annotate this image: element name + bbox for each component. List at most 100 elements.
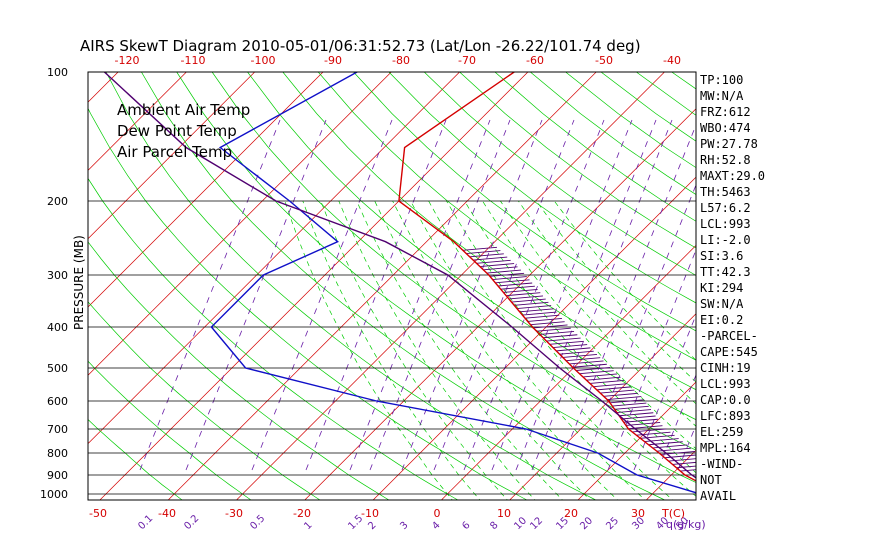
mixing-ratio-tick-label: 0.2 [182, 513, 201, 532]
mixing-ratio-line [581, 183, 696, 471]
chart-title: AIRS SkewT Diagram 2010-05-01/06:31:52.7… [80, 37, 641, 55]
bottom-temp-tick-label: -10 [361, 507, 379, 520]
mixing-ratio-line [463, 119, 605, 471]
top-temperature-ticks: -120 -110 -100 -90 -80 -70 -60 -50 -40 [115, 54, 681, 67]
cape-hatch-line [612, 402, 647, 407]
dry-adiabat-line [778, 72, 870, 503]
mixing-ratio-unit: q(g/kg) [666, 518, 706, 531]
cape-hatch-line [569, 360, 604, 365]
isotherm-line [88, 72, 392, 376]
cape-hatch-line [596, 386, 631, 391]
cape-hatch-line [621, 415, 656, 420]
cape-hatch-line [556, 347, 591, 352]
mixing-ratio-tick-label: 8 [488, 520, 500, 532]
stability-index-item: LFC:893 [700, 409, 751, 423]
isotherm-line [0, 72, 50, 500]
dry-adiabat-line [848, 72, 870, 503]
stability-index-item: LCL:993 [700, 217, 751, 231]
pressure-tick-label: 100 [47, 66, 68, 79]
moist-adiabat-grid [284, 200, 696, 500]
stability-index-item: PW:27.78 [700, 137, 758, 151]
cape-hatch-line [609, 399, 645, 404]
stability-index-item: MPL:164 [700, 441, 751, 455]
cape-hatch-line [607, 396, 642, 401]
dry-adiabat-line [88, 241, 390, 500]
moist-adiabat-line [500, 200, 696, 427]
series-line-air-parcel-temp [103, 72, 696, 479]
mixing-ratio-tick-label: 0.5 [248, 513, 267, 532]
cape-hatch-line [539, 331, 575, 335]
cape-hatch-line [623, 418, 658, 423]
stability-index-item: -WIND- [700, 457, 743, 471]
stability-index-item: MAXT:29.0 [700, 169, 765, 183]
cape-hatch-line [533, 324, 568, 329]
top-temp-tick-label: -60 [526, 54, 544, 67]
profile-series [103, 72, 696, 494]
mixing-ratio-tick-label: 1 [302, 520, 314, 532]
dry-adiabat-line [282, 72, 696, 391]
series-line-dew-point-temp [210, 72, 696, 494]
top-temp-tick-label: -70 [458, 54, 476, 67]
isotherm-line [646, 449, 696, 500]
mixing-ratio-line [401, 119, 543, 471]
cape-hatch-line [589, 379, 625, 384]
stability-index-item: MW:N/A [700, 89, 744, 103]
isotherm-line [88, 72, 255, 240]
cape-hatch-line [476, 259, 511, 264]
bottom-temp-tick-label: 30 [631, 507, 645, 520]
plot-frame [87, 71, 697, 501]
dry-adiabat-line [353, 72, 696, 332]
cape-hatch-line [522, 311, 557, 316]
cape-hatch-line [519, 308, 554, 313]
isotherm-line [783, 72, 870, 500]
mixing-ratio-line [369, 119, 511, 471]
mixing-ratio-tick-label: 0.1 [136, 513, 155, 532]
cape-hatch-line [525, 314, 560, 319]
cape-hatch-line [614, 405, 649, 410]
top-temp-tick-label: -90 [324, 54, 342, 67]
series-line-ambient-air-temp [398, 72, 696, 482]
legend-item: Air Parcel Temp [117, 143, 232, 161]
dry-adiabat-line [388, 72, 696, 304]
mixing-ratio-tick-label: 20 [578, 515, 595, 532]
mixing-ratio-tick-label: 2 [366, 520, 378, 532]
moist-adiabat-line [428, 200, 674, 500]
stability-index-item: FRZ:612 [700, 105, 751, 119]
cape-hatch-line [511, 298, 546, 303]
stability-index-item: LCL:993 [700, 377, 751, 391]
cape-hatch-line [489, 272, 525, 277]
dry-adiabat-line [459, 72, 696, 249]
bottom-temp-tick-label: 10 [497, 507, 511, 520]
x-axis-label: T(C) [661, 507, 685, 520]
legend-item: Dew Point Temp [117, 122, 237, 140]
cape-hatch-line [536, 327, 571, 332]
isotherm-line [88, 72, 460, 445]
pressure-tick-label: 1000 [40, 488, 68, 501]
stability-index-item: CINH:19 [700, 361, 751, 375]
stability-index-item: TT:42.3 [700, 265, 751, 279]
stability-index-item: SW:N/A [700, 297, 744, 311]
dry-adiabat-line [105, 72, 597, 500]
cape-hatch-line [492, 276, 527, 280]
stability-index-item: EI:0.2 [700, 313, 743, 327]
cape-hatch-line [546, 337, 581, 342]
bottom-temp-tick-label: 0 [434, 507, 441, 520]
moist-adiabat-line [284, 200, 453, 500]
dry-adiabat-line [88, 418, 183, 500]
dry-adiabat-line [88, 107, 528, 500]
isotherm-line [88, 72, 187, 171]
cape-hatch-line [495, 279, 530, 284]
dry-adiabat-line [317, 72, 696, 361]
pressure-tick-label: 600 [47, 395, 68, 408]
mixing-ratio-line [349, 119, 491, 471]
top-temp-tick-label: -40 [663, 54, 681, 67]
cape-hatch-line [466, 250, 501, 254]
cape-hatch-line [572, 363, 607, 368]
cape-hatch-line [543, 334, 578, 339]
mixing-ratio-grid [139, 119, 696, 471]
cape-hatch-line [479, 263, 515, 268]
dry-adiabat-line [211, 72, 696, 451]
mixing-ratio-line [185, 119, 327, 471]
stability-index-item: TP:100 [700, 73, 743, 87]
mixing-ratio-line [657, 373, 696, 471]
